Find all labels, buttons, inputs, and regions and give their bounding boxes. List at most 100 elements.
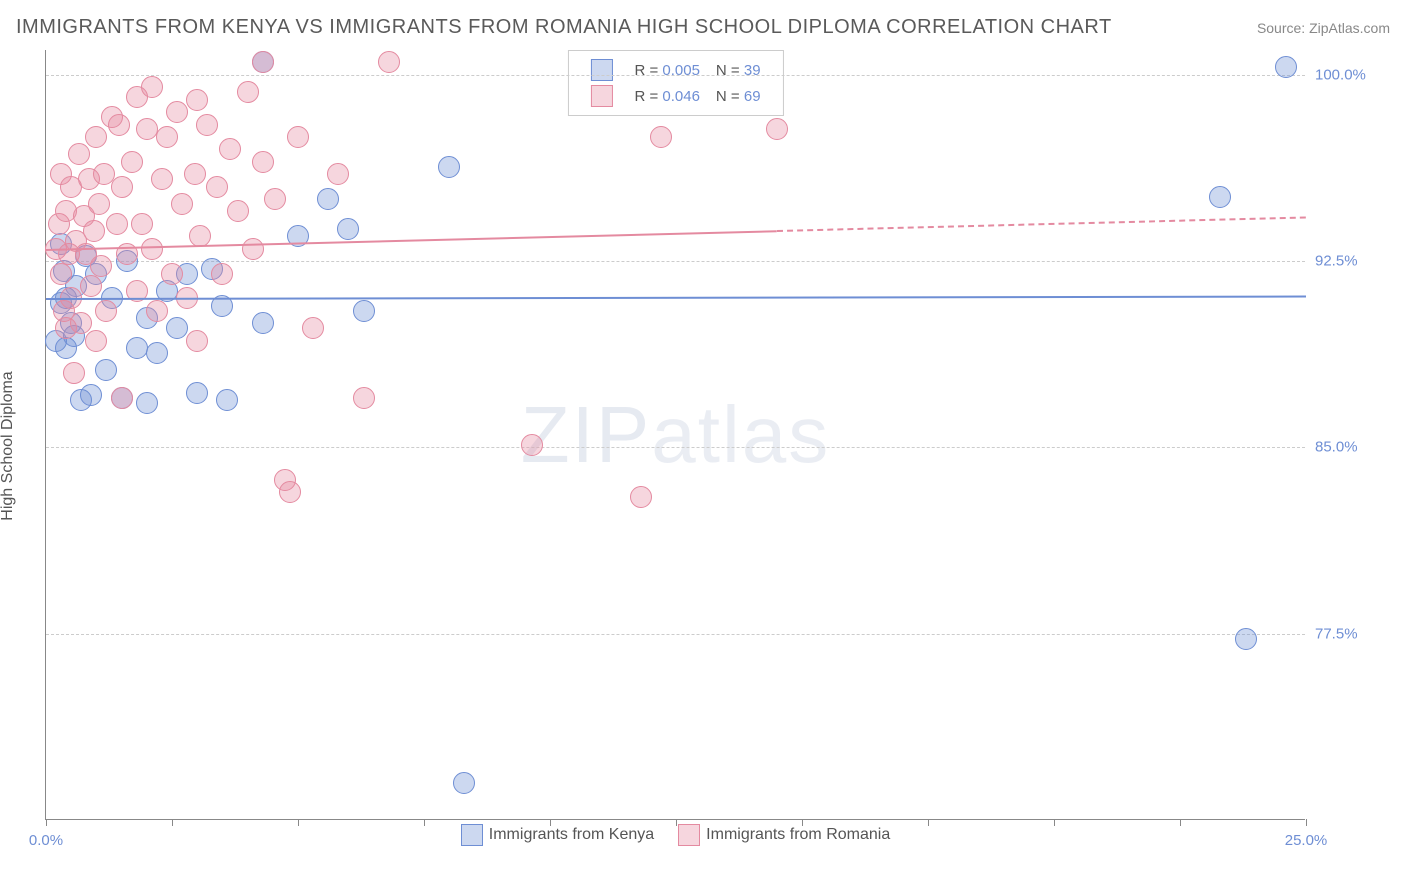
data-point-kenya[interactable] — [1209, 186, 1231, 208]
data-point-romania[interactable] — [85, 330, 107, 352]
data-point-kenya[interactable] — [453, 772, 475, 794]
x-tick-mark — [1054, 819, 1055, 826]
legend-item-romania[interactable]: Immigrants from Romania — [678, 824, 890, 846]
data-point-romania[interactable] — [156, 126, 178, 148]
data-point-romania[interactable] — [521, 434, 543, 456]
data-point-kenya[interactable] — [136, 392, 158, 414]
x-tick-mark — [802, 819, 803, 826]
data-point-romania[interactable] — [196, 114, 218, 136]
data-point-romania[interactable] — [121, 151, 143, 173]
source-prefix: Source: — [1257, 20, 1309, 36]
source-link[interactable]: ZipAtlas.com — [1309, 20, 1390, 36]
data-point-kenya[interactable] — [126, 337, 148, 359]
data-point-romania[interactable] — [68, 143, 90, 165]
data-point-romania[interactable] — [219, 138, 241, 160]
data-point-kenya[interactable] — [1275, 56, 1297, 78]
swatch-kenya — [590, 59, 612, 81]
data-point-romania[interactable] — [80, 275, 102, 297]
data-point-romania[interactable] — [151, 168, 173, 190]
data-point-kenya[interactable] — [146, 342, 168, 364]
stats-legend: R = 0.005N = 39R = 0.046N = 69 — [567, 50, 783, 116]
data-point-romania[interactable] — [287, 126, 309, 148]
data-point-romania[interactable] — [630, 486, 652, 508]
data-point-romania[interactable] — [106, 213, 128, 235]
x-tick-mark — [298, 819, 299, 826]
data-point-romania[interactable] — [227, 200, 249, 222]
data-point-romania[interactable] — [650, 126, 672, 148]
gridline-h — [46, 447, 1305, 448]
plot-area: ZIPatlas R = 0.005N = 39R = 0.046N = 69 … — [45, 50, 1305, 820]
data-point-romania[interactable] — [111, 387, 133, 409]
stats-row-romania: R = 0.046N = 69 — [582, 83, 768, 109]
data-point-romania[interactable] — [302, 317, 324, 339]
n-value-romania: 69 — [744, 88, 761, 105]
y-tick-label: 77.5% — [1315, 625, 1395, 642]
data-point-romania[interactable] — [353, 387, 375, 409]
data-point-romania[interactable] — [766, 118, 788, 140]
data-point-kenya[interactable] — [166, 317, 188, 339]
x-tick-label: 25.0% — [1285, 832, 1328, 849]
data-point-romania[interactable] — [242, 238, 264, 260]
data-point-romania[interactable] — [85, 126, 107, 148]
y-tick-label: 100.0% — [1315, 66, 1395, 83]
data-point-romania[interactable] — [90, 255, 112, 277]
trendline-kenya — [46, 296, 1306, 300]
x-tick-mark — [424, 819, 425, 826]
data-point-romania[interactable] — [252, 51, 274, 73]
data-point-romania[interactable] — [136, 118, 158, 140]
data-point-kenya[interactable] — [1235, 628, 1257, 650]
n-value-kenya: 39 — [744, 62, 761, 79]
legend-item-kenya[interactable]: Immigrants from Kenya — [461, 824, 654, 846]
data-point-romania[interactable] — [211, 263, 233, 285]
data-point-romania[interactable] — [88, 193, 110, 215]
data-point-romania[interactable] — [237, 81, 259, 103]
data-point-romania[interactable] — [279, 481, 301, 503]
data-point-romania[interactable] — [184, 163, 206, 185]
n-label: N = 39 — [708, 57, 769, 83]
data-point-romania[interactable] — [252, 151, 274, 173]
data-point-romania[interactable] — [95, 300, 117, 322]
data-point-romania[interactable] — [186, 89, 208, 111]
swatch-romania — [678, 824, 700, 846]
x-tick-mark — [1306, 819, 1307, 826]
y-tick-label: 92.5% — [1315, 253, 1395, 270]
data-point-romania[interactable] — [264, 188, 286, 210]
data-point-kenya[interactable] — [95, 359, 117, 381]
data-point-kenya[interactable] — [353, 300, 375, 322]
data-point-romania[interactable] — [206, 176, 228, 198]
data-point-kenya[interactable] — [438, 156, 460, 178]
x-tick-mark — [1180, 819, 1181, 826]
data-point-romania[interactable] — [63, 362, 85, 384]
n-label: N = 69 — [708, 83, 769, 109]
data-point-romania[interactable] — [50, 263, 72, 285]
data-point-kenya[interactable] — [216, 389, 238, 411]
gridline-h — [46, 261, 1305, 262]
r-value-kenya: 0.005 — [662, 62, 700, 79]
data-point-kenya[interactable] — [337, 218, 359, 240]
swatch-romania — [590, 85, 612, 107]
data-point-romania[interactable] — [141, 238, 163, 260]
data-point-kenya[interactable] — [317, 188, 339, 210]
data-point-romania[interactable] — [146, 300, 168, 322]
data-point-romania[interactable] — [108, 114, 130, 136]
x-tick-mark — [928, 819, 929, 826]
data-point-romania[interactable] — [161, 263, 183, 285]
y-tick-label: 85.0% — [1315, 439, 1395, 456]
data-point-kenya[interactable] — [186, 382, 208, 404]
data-point-romania[interactable] — [131, 213, 153, 235]
x-tick-label: 0.0% — [29, 832, 63, 849]
chart-title: IMMIGRANTS FROM KENYA VS IMMIGRANTS FROM… — [16, 16, 1112, 39]
data-point-romania[interactable] — [141, 76, 163, 98]
data-point-kenya[interactable] — [80, 384, 102, 406]
data-point-romania[interactable] — [171, 193, 193, 215]
data-point-romania[interactable] — [327, 163, 349, 185]
x-tick-mark — [550, 819, 551, 826]
r-label: R = 0.046 — [626, 83, 707, 109]
x-tick-mark — [46, 819, 47, 826]
data-point-romania[interactable] — [378, 51, 400, 73]
data-point-romania[interactable] — [186, 330, 208, 352]
data-point-romania[interactable] — [111, 176, 133, 198]
data-point-kenya[interactable] — [252, 312, 274, 334]
data-point-romania[interactable] — [83, 220, 105, 242]
data-point-romania[interactable] — [166, 101, 188, 123]
